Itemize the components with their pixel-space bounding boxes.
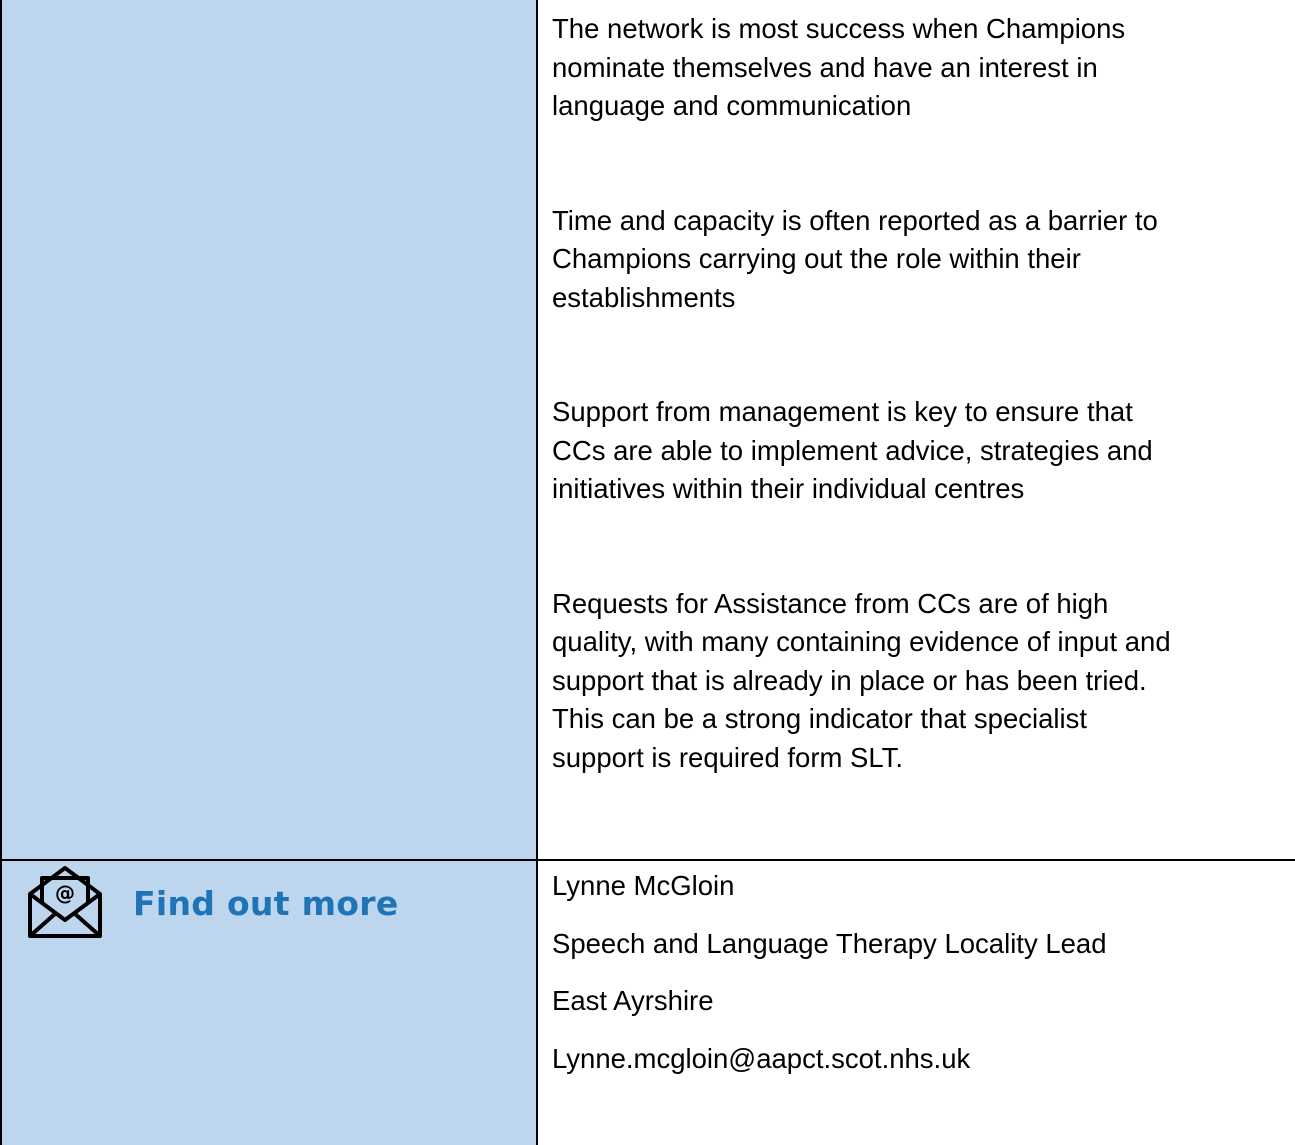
paragraph-line: The network is most success when Champio… bbox=[552, 13, 1126, 44]
row-divider bbox=[0, 859, 1295, 861]
paragraph-line: Support from management is key to ensure… bbox=[552, 396, 1133, 427]
svg-text:@: @ bbox=[55, 881, 75, 905]
paragraph-line: CCs are able to implement advice, strate… bbox=[552, 434, 1153, 466]
contact-line: Lynne McGloin bbox=[552, 870, 735, 901]
paragraph-line: This can be a strong indicator that spec… bbox=[552, 703, 1088, 734]
column-divider bbox=[536, 0, 538, 1145]
paragraph-line: language and communication bbox=[552, 90, 912, 121]
paragraph-line: Time and capacity is often reported as a… bbox=[552, 204, 1158, 236]
paragraph-line: establishments bbox=[552, 281, 736, 313]
paragraph-line: initiatives within their individual cent… bbox=[552, 473, 1025, 504]
contact-line: Lynne.mcgloin@aapct.scot.nhs.uk bbox=[552, 1042, 971, 1074]
paragraph-line: support that is already in place or has … bbox=[552, 664, 1147, 696]
paragraph-line: Champions carrying out the role within t… bbox=[552, 243, 1081, 274]
paragraph-line: support is required form SLT. bbox=[552, 741, 904, 773]
email-icon: @ bbox=[28, 866, 102, 938]
left-column bbox=[0, 0, 537, 1145]
contact-line: East Ayrshire bbox=[552, 985, 714, 1016]
paragraph-line: quality, with many containing evidence o… bbox=[552, 626, 1171, 657]
contact-line: Speech and Language Therapy Locality Lea… bbox=[552, 927, 1107, 959]
section-heading: Find out more bbox=[133, 884, 399, 923]
paragraph-line: nominate themselves and have an interest… bbox=[552, 51, 1098, 83]
paragraph-line: Requests for Assistance from CCs are of … bbox=[552, 587, 1109, 619]
